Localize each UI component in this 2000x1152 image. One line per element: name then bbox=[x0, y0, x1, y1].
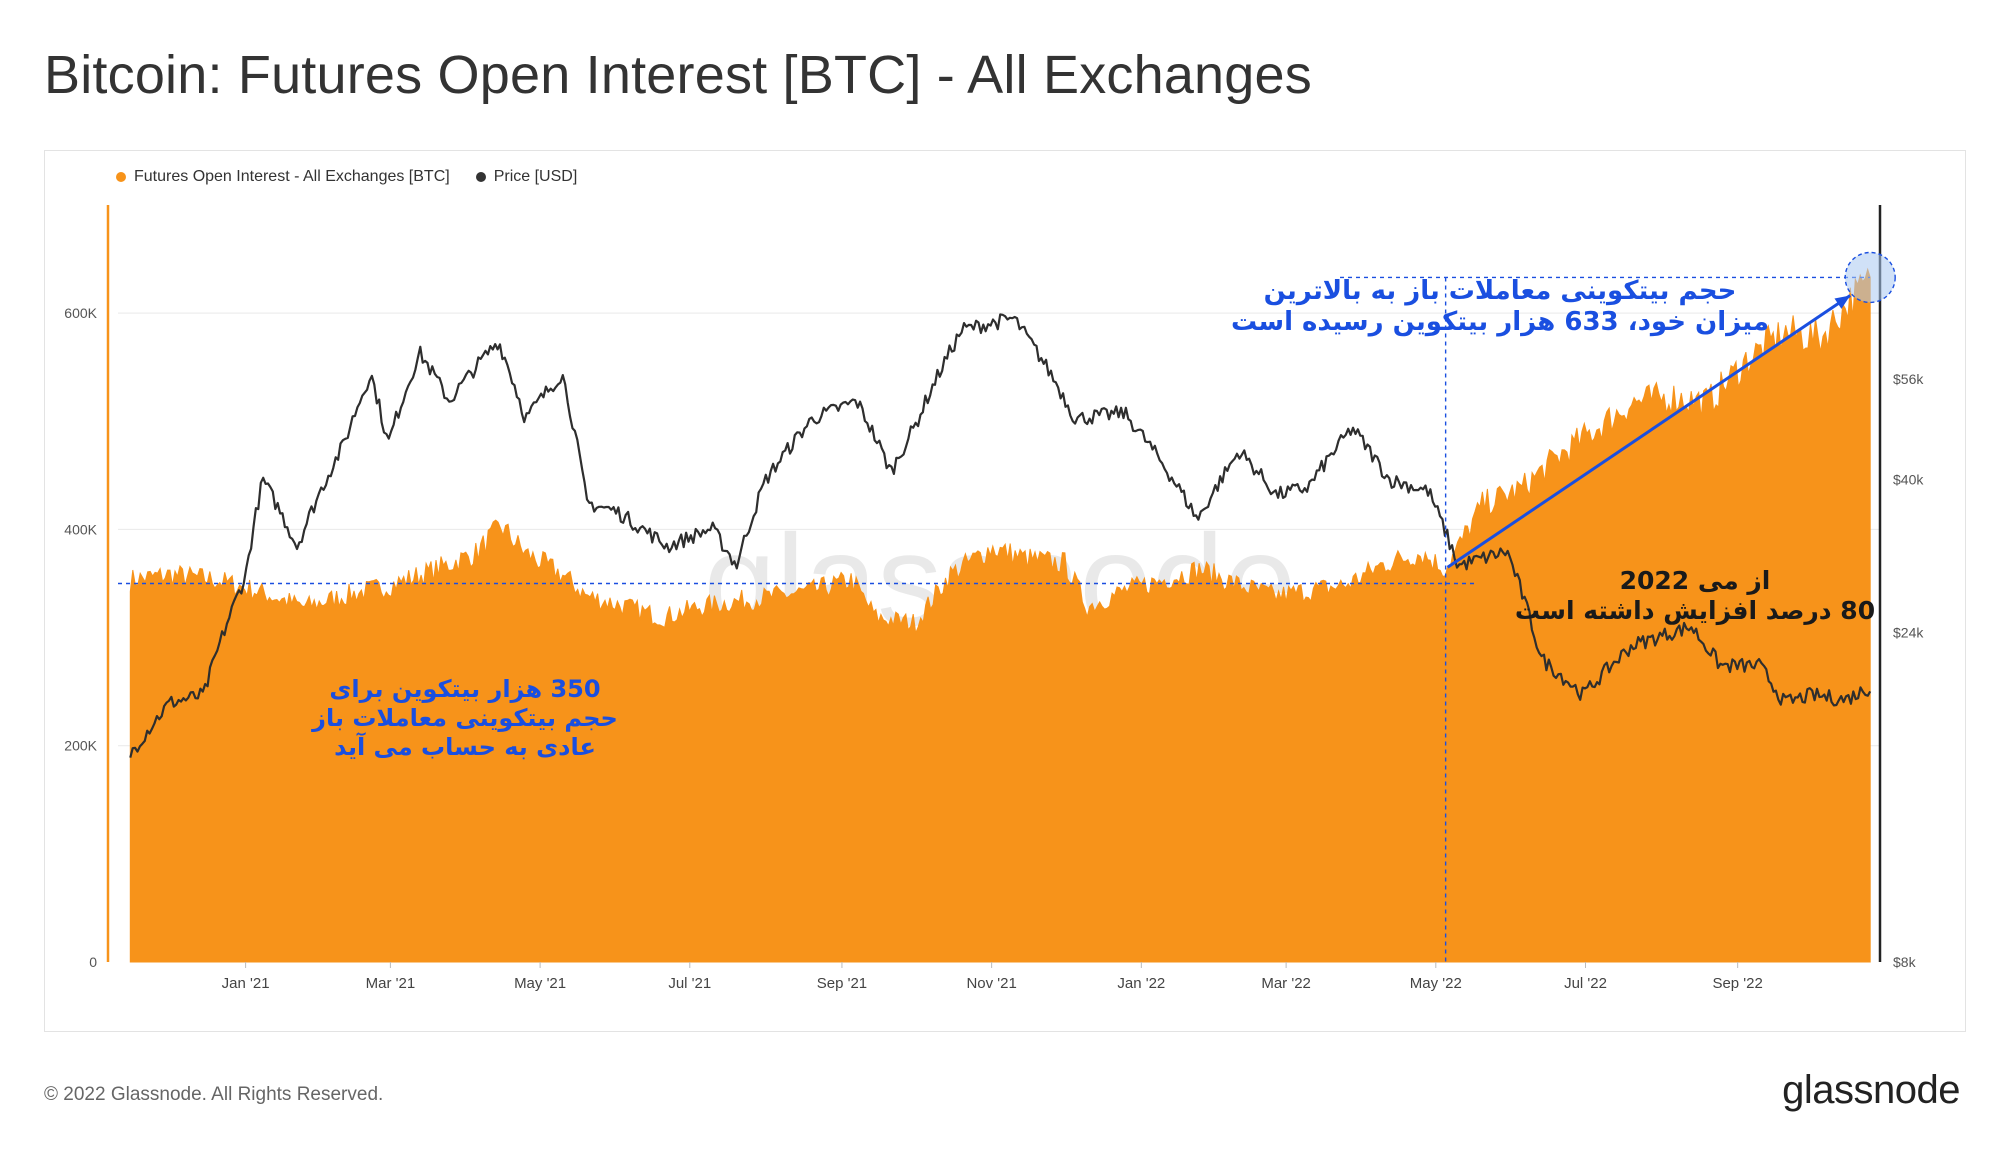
x-tick-label: Nov '21 bbox=[966, 975, 1016, 992]
price-line bbox=[129, 313, 1872, 758]
glassnode-logo[interactable]: glassnode bbox=[1782, 1068, 1960, 1112]
y-tick-left: 200K bbox=[64, 738, 97, 754]
y-tick-right: $8k bbox=[1893, 954, 1917, 970]
annotation-growth-line2: 80 درصد افزایش داشته است bbox=[1514, 596, 1876, 625]
x-tick-label: Jul '22 bbox=[1564, 975, 1607, 992]
annotation-growth-line1: از می 2022 bbox=[1619, 566, 1771, 595]
legend-item-price[interactable]: Price [USD] bbox=[475, 168, 578, 186]
x-tick-label: Mar '21 bbox=[366, 975, 416, 992]
open-interest-area bbox=[129, 267, 1871, 963]
legend-dot-open-interest bbox=[116, 172, 126, 182]
annotation-baseline-line3: عادی به حساب می آید bbox=[334, 732, 596, 761]
x-tick-label: Sep '22 bbox=[1712, 975, 1762, 992]
legend-label-price: Price [USD] bbox=[493, 168, 578, 185]
legend-item-open-interest[interactable]: Futures Open Interest - All Exchanges [B… bbox=[116, 168, 450, 186]
legend-label-open-interest: Futures Open Interest - All Exchanges [B… bbox=[134, 168, 450, 185]
peak-highlight-circle bbox=[1844, 251, 1896, 304]
growth-arrow-head bbox=[1834, 295, 1851, 309]
growth-arrow bbox=[1446, 294, 1852, 569]
page-title: Bitcoin: Futures Open Interest [BTC] - A… bbox=[44, 45, 1312, 105]
annotation-peak-line2: میزان خود، 633 هزار بیتکوین رسیده است bbox=[1230, 307, 1770, 338]
annotation-peak: حجم بیتکوینی معاملات باز به بالاترین میز… bbox=[1215, 276, 1785, 338]
chart-legend: Futures Open Interest - All Exchanges [B… bbox=[116, 168, 577, 186]
annotation-growth: از می 2022 80 درصد افزایش داشته است bbox=[1505, 566, 1885, 626]
y-tick-left: 400K bbox=[64, 521, 97, 537]
y-tick-right: $40k bbox=[1893, 472, 1924, 488]
annotation-baseline-line2: حجم بیتکوینی معاملات باز bbox=[312, 703, 618, 732]
y-tick-left: 600K bbox=[64, 305, 97, 321]
y-tick-right: $24k bbox=[1893, 625, 1924, 641]
x-tick-label: Mar '22 bbox=[1261, 975, 1311, 992]
x-tick-label: Jan '22 bbox=[1117, 975, 1165, 992]
x-tick-label: Jul '21 bbox=[668, 975, 711, 992]
x-tick-label: May '22 bbox=[1410, 975, 1462, 992]
x-tick-label: May '21 bbox=[514, 975, 566, 992]
x-tick-label: Jan '21 bbox=[222, 975, 270, 992]
legend-dot-price bbox=[475, 172, 486, 182]
annotation-peak-line1: حجم بیتکوینی معاملات باز به بالاترین bbox=[1263, 276, 1737, 306]
y-tick-right: $56k bbox=[1893, 371, 1924, 387]
y-tick-left: 0 bbox=[89, 954, 97, 970]
copyright-footer: © 2022 Glassnode. All Rights Reserved. bbox=[44, 1084, 384, 1105]
annotation-baseline: 350 هزار بیتکوین برای حجم بیتکوینی معامل… bbox=[300, 675, 630, 761]
x-tick-label: Sep '21 bbox=[817, 975, 867, 992]
annotation-baseline-line1: 350 هزار بیتکوین برای bbox=[329, 675, 601, 703]
